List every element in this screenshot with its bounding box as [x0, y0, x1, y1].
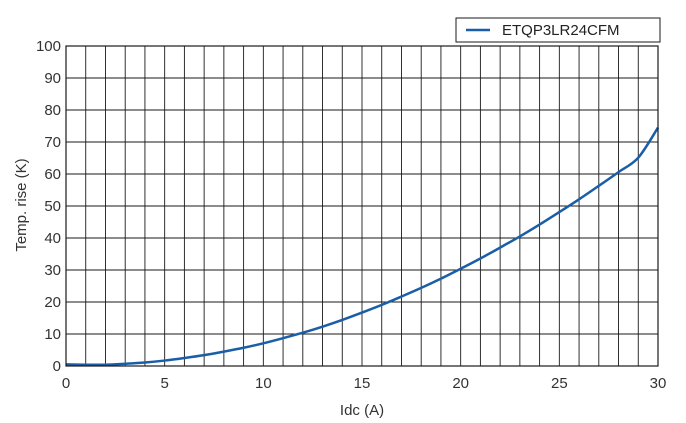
y-tick-label: 70	[44, 134, 61, 151]
series-line	[65, 126, 660, 367]
x-axis-label: Idc (A)	[340, 402, 384, 419]
x-tick-label: 0	[62, 375, 70, 392]
y-tick-label: 30	[44, 262, 61, 279]
x-tick-label: 15	[354, 375, 371, 392]
plot-border	[65, 45, 659, 367]
x-tick-label: 30	[650, 375, 667, 392]
y-tick-label: 60	[44, 166, 61, 183]
x-axis: 0 5 10 15 20 25 30	[62, 375, 667, 392]
y-tick-label: 0	[53, 358, 61, 375]
y-tick-label: 50	[44, 198, 61, 215]
series-layer	[65, 126, 660, 367]
y-tick-label: 100	[36, 38, 61, 55]
y-tick-label: 20	[44, 294, 61, 311]
y-tick-label: 40	[44, 230, 61, 247]
y-tick-label: 80	[44, 102, 61, 119]
x-tick-label: 10	[255, 375, 272, 392]
y-tick-label: 90	[44, 70, 61, 87]
y-axis: 0 10 20 30 40 50 60 70 80 90 100	[36, 38, 61, 375]
grid	[65, 45, 659, 367]
x-tick-label: 20	[452, 375, 469, 392]
x-tick-label: 25	[551, 375, 568, 392]
x-tick-label: 5	[160, 375, 168, 392]
y-tick-label: 10	[44, 326, 61, 343]
legend: ETQP3LR24CFM	[455, 17, 661, 43]
y-axis-label: Temp. rise (K)	[13, 158, 30, 251]
legend-label: ETQP3LR24CFM	[502, 22, 620, 39]
